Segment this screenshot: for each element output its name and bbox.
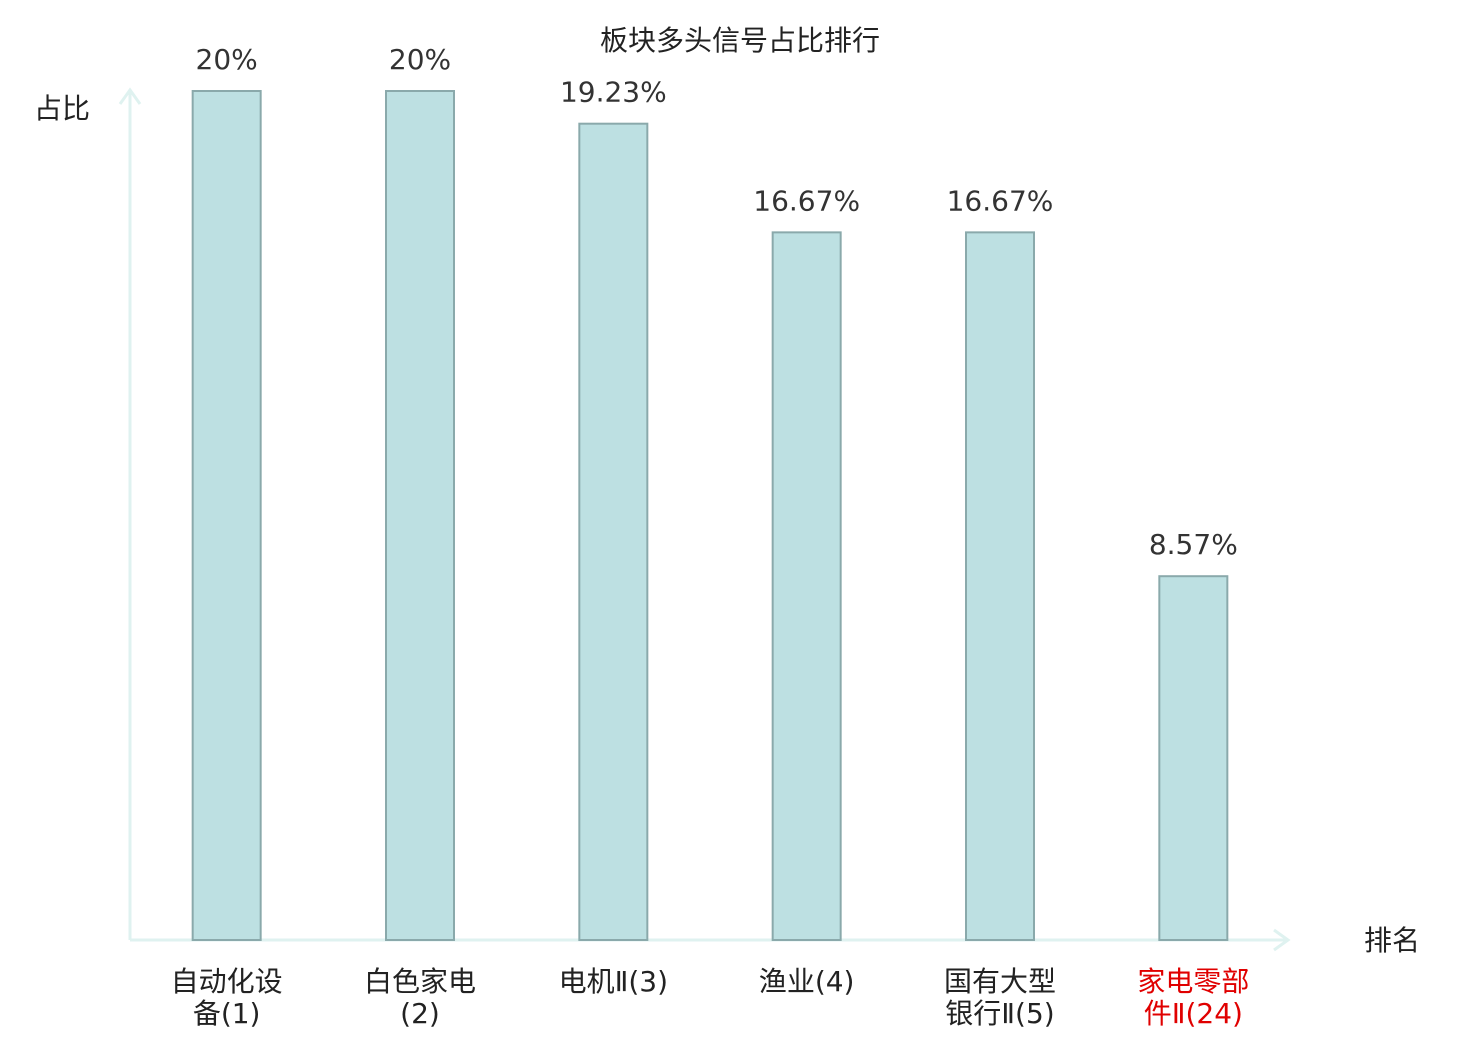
x-tick-label: 家电零部件Ⅱ(24): [1137, 965, 1250, 1030]
axes: [118, 87, 1291, 952]
value-label: 20%: [196, 43, 258, 76]
y-axis-label: 占比: [34, 92, 90, 125]
bar: [1158, 575, 1229, 941]
value-label: 19.23%: [560, 76, 667, 109]
x-tick-label: 白色家电(2): [363, 965, 476, 1030]
x-tick-label: 渔业(4): [758, 965, 855, 998]
bar: [191, 90, 262, 941]
x-axis-label: 排名: [1364, 924, 1420, 957]
value-label: 20%: [389, 43, 451, 76]
bar: [965, 231, 1035, 941]
bar: [771, 231, 842, 941]
chart-title: 板块多头信号占比排行: [600, 24, 880, 57]
value-label: 16.67%: [753, 184, 860, 217]
x-tick-label: 国有大型银行Ⅱ(5): [943, 965, 1056, 1030]
bar: [578, 122, 649, 941]
bar: [385, 90, 455, 941]
value-label: 8.57%: [1149, 528, 1238, 561]
x-tick-label: 自动化设备(1): [170, 965, 283, 1030]
x-tick-label: 电机Ⅱ(3): [558, 965, 669, 998]
value-label: 16.67%: [947, 184, 1054, 217]
